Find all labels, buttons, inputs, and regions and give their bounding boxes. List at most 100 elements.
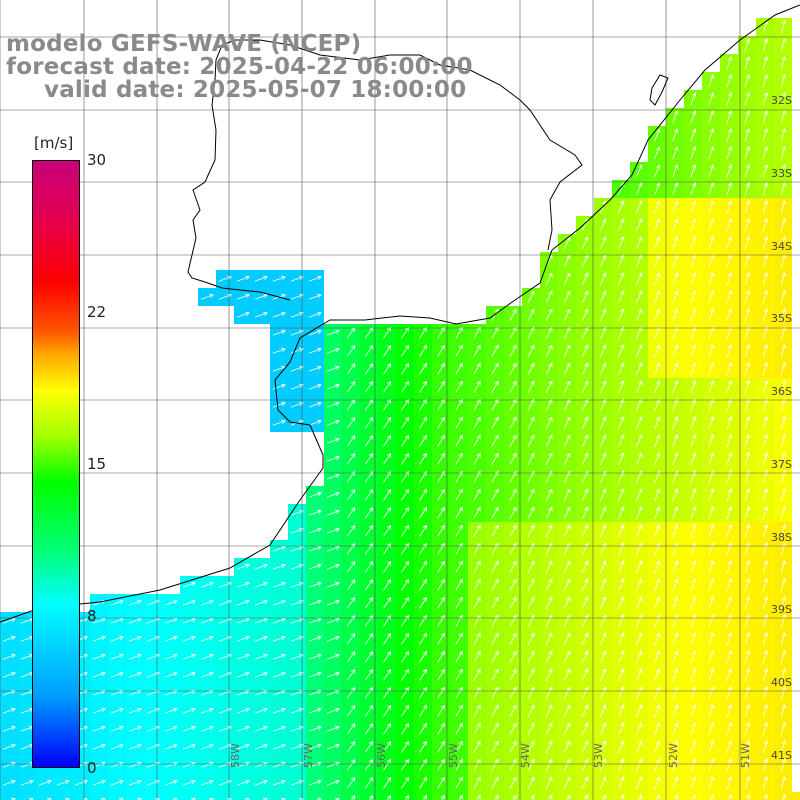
wind-arrow [726,398,733,412]
wind-arrow [473,362,481,375]
wind-arrow [618,758,625,772]
wind-arrow [308,329,322,336]
wind-arrow [290,563,304,570]
wind-speed-cell [576,792,594,800]
wind-arrow [491,758,499,771]
wind-arrow [599,380,607,394]
wind-arrow [386,794,392,800]
wind-speed-cell [414,792,432,800]
wind-arrow [491,416,499,429]
wind-arrow [346,651,356,663]
wind-speed-cell [126,792,144,800]
wind-arrow [326,545,340,552]
wind-arrow [563,776,571,789]
wind-arrow [690,164,697,178]
wind-arrow [581,650,589,664]
wind-speed-cell [630,792,648,800]
wind-arrow [254,707,268,714]
wind-arrow [346,777,356,789]
wind-arrow [527,398,535,411]
wind-arrow [383,632,392,645]
wind-arrow [236,743,250,750]
wind-arrow [437,740,445,753]
wind-arrow [636,704,643,718]
wind-arrow [346,579,356,591]
wind-arrow [401,416,410,429]
wind-arrow [200,293,214,300]
wind-arrow [182,779,196,786]
wind-arrow [308,671,322,678]
lat-label: 34S [771,240,792,253]
wind-speed-cell [324,792,342,800]
wind-arrow [726,326,733,340]
wind-arrow [473,740,481,753]
wind-arrow [527,650,535,663]
wind-arrow [455,596,463,609]
wind-arrow [364,777,374,789]
wind-arrow [419,704,427,717]
wind-arrow [473,758,481,771]
wind-arrow [383,596,392,609]
wind-arrow [744,595,751,610]
wind-arrow [726,290,733,304]
wind-arrow [509,416,517,429]
wind-arrow [272,275,286,282]
wind-arrow [326,347,340,354]
wind-arrow [290,365,304,372]
wind-arrow [401,686,410,699]
wind-arrow [708,560,715,574]
wind-arrow [581,758,589,772]
wind-arrow [437,380,445,393]
wind-arrow [236,725,250,732]
lon-label: 55W [447,743,460,768]
wind-arrow [473,704,481,717]
wind-arrow [308,599,322,606]
wind-arrow [364,345,374,357]
wind-arrow [636,326,643,340]
wind-arrow [545,668,553,681]
wind-arrow [581,488,589,502]
wind-arrow [581,272,589,286]
wind-arrow [708,146,715,160]
wind-arrow [200,653,214,660]
wind-arrow [491,578,499,591]
wind-arrow [254,779,268,786]
wind-arrow [636,740,643,754]
wind-arrow [473,776,481,789]
lon-label: 51W [739,743,752,768]
wind-arrow [473,668,481,681]
lat-label: 37S [771,458,792,471]
wind-arrow [509,740,517,753]
wind-speed-cell [306,792,324,800]
wind-arrow [326,365,340,372]
wind-arrow [726,344,733,358]
wind-arrow [744,685,751,700]
wind-arrow [164,671,178,678]
wind-arrow [509,776,517,789]
wind-arrow [308,311,322,318]
wind-arrow [780,542,787,556]
wind-arrow [308,761,322,768]
wind-arrow [290,707,304,714]
wind-arrow [455,668,463,681]
wind-arrow [527,560,535,573]
wind-arrow [744,577,751,592]
wind-arrow [780,182,787,196]
wind-arrow [545,272,553,285]
wind-arrow [419,596,427,609]
valid-date: valid date: 2025-05-07 18:00:00 [44,77,467,103]
wind-arrow [419,524,427,537]
wind-arrow [762,56,769,70]
wind-arrow [654,218,661,232]
wind-arrow [346,633,356,645]
wind-arrow [581,398,589,412]
wind-arrow [618,272,625,286]
wind-arrow [636,272,643,286]
wind-arrow [364,453,374,465]
wind-arrow [491,686,499,699]
wind-arrow [419,578,427,591]
wind-arrow [672,272,679,286]
wind-speed-cell [234,792,252,800]
wind-arrow [383,668,392,681]
lat-label: 35S [771,312,792,325]
